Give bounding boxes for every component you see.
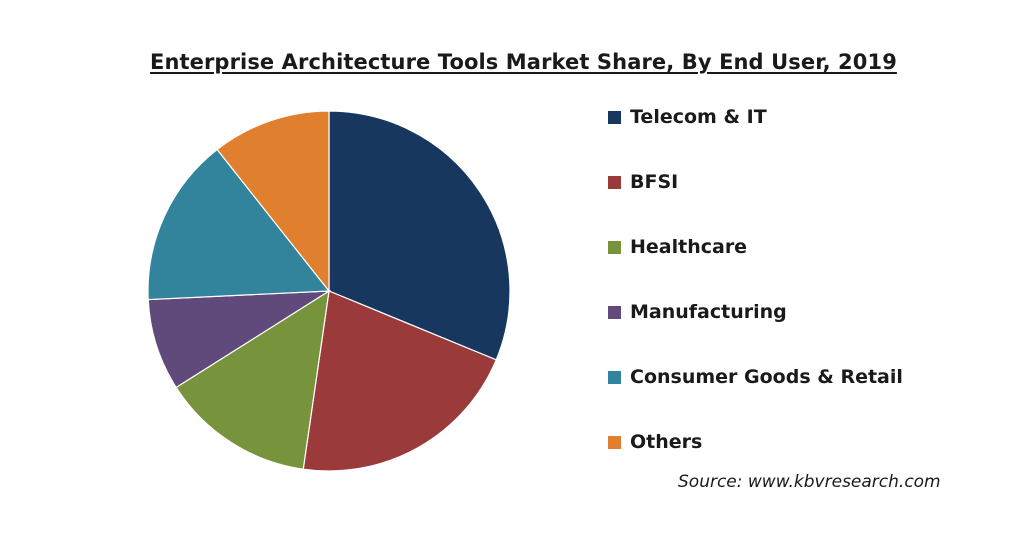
pie-slice-manufacturing	[147, 290, 332, 389]
legend-label: Manufacturing	[630, 301, 787, 323]
legend-swatch	[608, 240, 621, 254]
legend-swatch	[608, 305, 621, 319]
legend-label: Others	[630, 431, 703, 453]
source-note: Source: www.kbvresearch.com	[678, 472, 941, 492]
chart-title: Enterprise Architecture Tools Market Sha…	[150, 50, 897, 74]
legend-swatch	[608, 435, 621, 449]
pie-slice-bfsi	[302, 290, 498, 472]
legend-label: Consumer Goods & Retail	[630, 366, 903, 388]
legend-item-bfsi: BFSI	[608, 167, 678, 197]
legend-item-healthcare: Healthcare	[608, 232, 747, 262]
legend-item-manufacturing: Manufacturing	[608, 297, 787, 327]
legend-swatch	[608, 110, 621, 124]
pie-slice-healthcare	[175, 289, 330, 470]
pie-slice-others	[216, 110, 330, 293]
legend-item-consumer-goods-retail: Consumer Goods & Retail	[608, 362, 903, 392]
legend-label: Healthcare	[630, 236, 748, 258]
legend-label: Telecom & IT	[630, 106, 767, 128]
legend-item-telecom-it: Telecom & IT	[608, 102, 767, 132]
legend-swatch	[608, 370, 621, 384]
pie-slice-telecom-it	[328, 110, 511, 361]
pie-slice-consumer-goods-retail	[147, 148, 331, 301]
legend-label: BFSI	[630, 171, 679, 193]
legend-item-others: Others	[608, 427, 702, 457]
legend-swatch	[608, 175, 621, 189]
